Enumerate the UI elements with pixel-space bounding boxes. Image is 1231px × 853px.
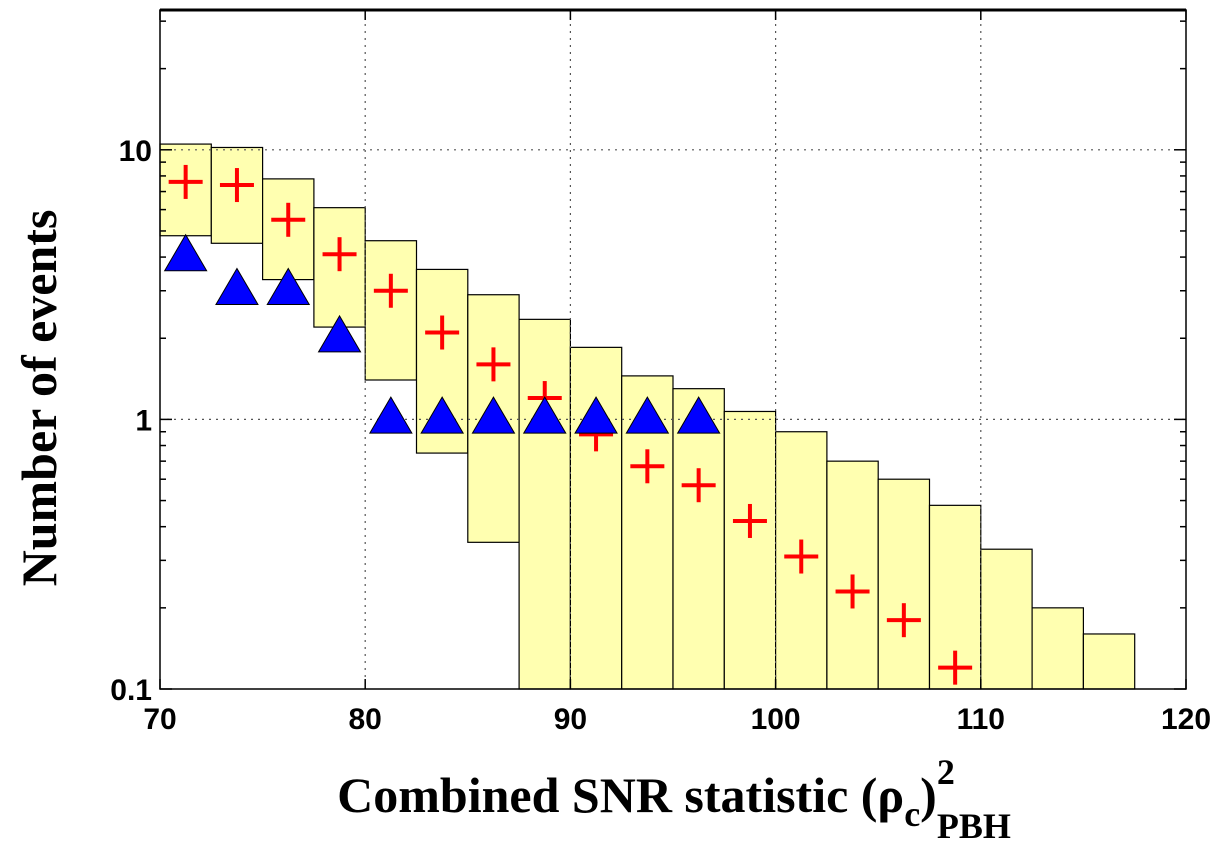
band-bar	[673, 389, 724, 689]
triangle-marker	[165, 235, 207, 271]
y-tick-label: 1	[135, 404, 152, 437]
band-bar	[981, 549, 1032, 689]
band-bar	[878, 479, 929, 689]
x-axis-label-close-paren: )	[920, 767, 937, 823]
x-tick-label: 80	[349, 703, 382, 736]
x-axis-label-sub-c: c	[904, 794, 920, 834]
y-tick-label: 10	[119, 135, 152, 168]
x-tick-label: 120	[1161, 703, 1211, 736]
x-tick-label: 100	[751, 703, 801, 736]
x-axis-label-superscript: 2	[937, 752, 955, 792]
x-tick-label: 110	[957, 703, 1005, 736]
triangle-marker	[216, 268, 258, 304]
y-axis-label: Number of events	[11, 210, 67, 587]
band-bar	[1083, 634, 1134, 689]
x-tick-label: 70	[143, 703, 176, 736]
x-axis-label-main: Combined SNR statistic (ρ	[337, 767, 904, 823]
x-tick-label: 90	[554, 703, 587, 736]
band-bar	[365, 241, 416, 380]
x-axis-label: Combined SNR statistic (ρc)2 PBH	[337, 752, 1011, 846]
x-axis-label-subscript: PBH	[937, 806, 1011, 846]
y-tick-label: 0.1	[110, 674, 152, 707]
triangle-marker	[370, 397, 412, 433]
band-bar	[1032, 608, 1083, 689]
band-bar	[519, 319, 570, 689]
band-bar	[724, 411, 775, 689]
